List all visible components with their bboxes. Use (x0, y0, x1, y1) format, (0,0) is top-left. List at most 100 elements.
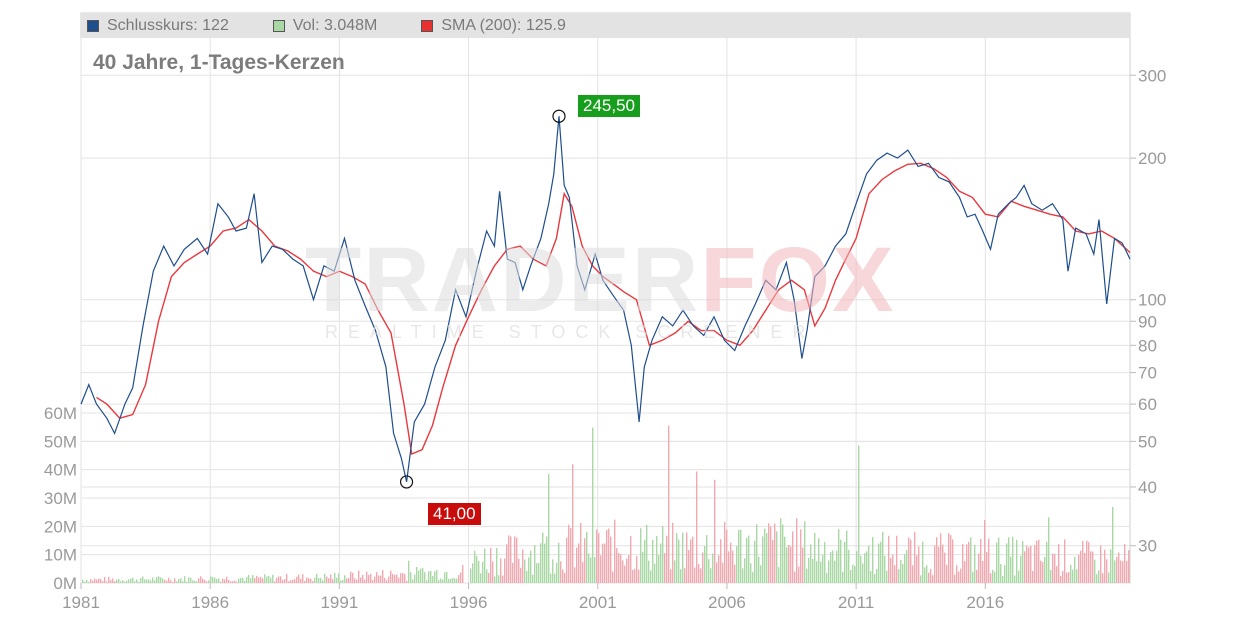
volume-bar (970, 537, 972, 583)
volume-bar (352, 572, 354, 583)
volume-bar (122, 580, 124, 583)
volume-bar (1116, 557, 1118, 583)
watermark-subtitle: REALTIME STOCK SCREENER (325, 322, 816, 342)
volume-bar (302, 574, 304, 583)
volume-bar (460, 572, 462, 583)
volume-bar (820, 561, 822, 583)
volume-bar (818, 538, 820, 583)
volume-bar (524, 559, 526, 583)
volume-bar (362, 574, 364, 583)
legend-swatch-close (87, 19, 99, 32)
volume-bar (1066, 572, 1068, 583)
volume-bar (180, 578, 182, 583)
volume-bar (966, 544, 968, 583)
high-price-callout: 245,50 (578, 95, 640, 117)
volume-bar (828, 560, 830, 583)
volume-bar (768, 523, 770, 583)
volume-bar (698, 564, 700, 583)
volume-bar (920, 575, 922, 583)
volume-bar (534, 544, 536, 583)
volume-bar (526, 571, 528, 583)
volume-bar (844, 541, 846, 583)
volume-bar (514, 536, 516, 583)
volume-bar (364, 579, 366, 583)
volume-bar (284, 579, 286, 583)
volume-bar (304, 580, 306, 583)
volume-bar (548, 473, 550, 583)
volume-bar (414, 574, 416, 583)
volume-bar (1042, 562, 1044, 583)
volume-bar (576, 547, 578, 583)
volume-bar (940, 533, 942, 583)
volume-bar (528, 557, 530, 583)
volume-bar (84, 581, 86, 583)
volume-bar (736, 545, 738, 583)
volume-bar (1000, 564, 1002, 583)
volume-bar (910, 539, 912, 583)
volume-bar (134, 581, 136, 583)
volume-bar (488, 572, 490, 583)
volume-bar (862, 563, 864, 583)
volume-bar (946, 564, 948, 583)
volume-bar (824, 542, 826, 583)
volume-bar (452, 577, 454, 583)
volume-bar (772, 539, 774, 583)
volume-bar (92, 580, 94, 583)
volume-bar (952, 539, 954, 583)
volume-bar (504, 558, 506, 583)
volume-bar (886, 570, 888, 583)
x-tick-label: 1996 (450, 593, 488, 612)
volume-bar (826, 573, 828, 583)
volume-bar (426, 580, 428, 583)
volume-bar (170, 580, 172, 583)
volume-bar (356, 579, 358, 583)
volume-bar (392, 573, 394, 583)
volume-bar (86, 579, 88, 583)
volume-bar (286, 573, 288, 583)
volume-bar (112, 578, 114, 583)
volume-bar (138, 581, 140, 583)
x-tick-label: 2011 (838, 593, 875, 612)
volume-bars (82, 425, 1130, 583)
volume-bar (240, 577, 242, 583)
volume-bar (482, 561, 484, 583)
volume-bar (516, 537, 518, 583)
volume-bar (1112, 507, 1114, 583)
price-tick-label: 80 (1138, 336, 1157, 355)
volume-bar (988, 538, 990, 583)
volume-bar (618, 553, 620, 583)
volume-bar (108, 576, 110, 583)
legend-item-close[interactable]: Schlusskurs: 122 (87, 17, 229, 35)
volume-bar (688, 550, 690, 583)
volume-bar (782, 524, 784, 583)
volume-bar (1014, 575, 1016, 583)
volume-bar (1078, 554, 1080, 583)
volume-bar (744, 558, 746, 583)
legend-item-volume[interactable]: Vol: 3.048M (272, 17, 377, 35)
volume-bar (194, 580, 196, 583)
volume-bar (670, 569, 672, 583)
volume-bar (1056, 566, 1058, 583)
volume-bar (808, 558, 810, 583)
volume-bar (628, 555, 630, 583)
volume-bar (566, 537, 568, 583)
volume-bar (924, 567, 926, 583)
x-tick-label: 2016 (966, 593, 1004, 612)
volume-bar (936, 537, 938, 583)
volume-bar (1058, 544, 1060, 583)
volume-bar (190, 577, 192, 583)
volume-bar (1108, 572, 1110, 583)
legend-item-sma[interactable]: SMA (200): 125.9 (421, 17, 566, 35)
volume-bar (620, 553, 622, 583)
volume-bar (624, 565, 626, 583)
volume-bar (838, 529, 840, 583)
volume-bar (784, 536, 786, 583)
volume-bar (1100, 545, 1102, 583)
volume-bar (692, 536, 694, 583)
volume-bar (578, 543, 580, 583)
volume-bar (600, 555, 602, 583)
volume-bar (982, 560, 984, 583)
volume-bar (834, 560, 836, 583)
volume-bar (938, 546, 940, 583)
volume-bar (650, 570, 652, 583)
